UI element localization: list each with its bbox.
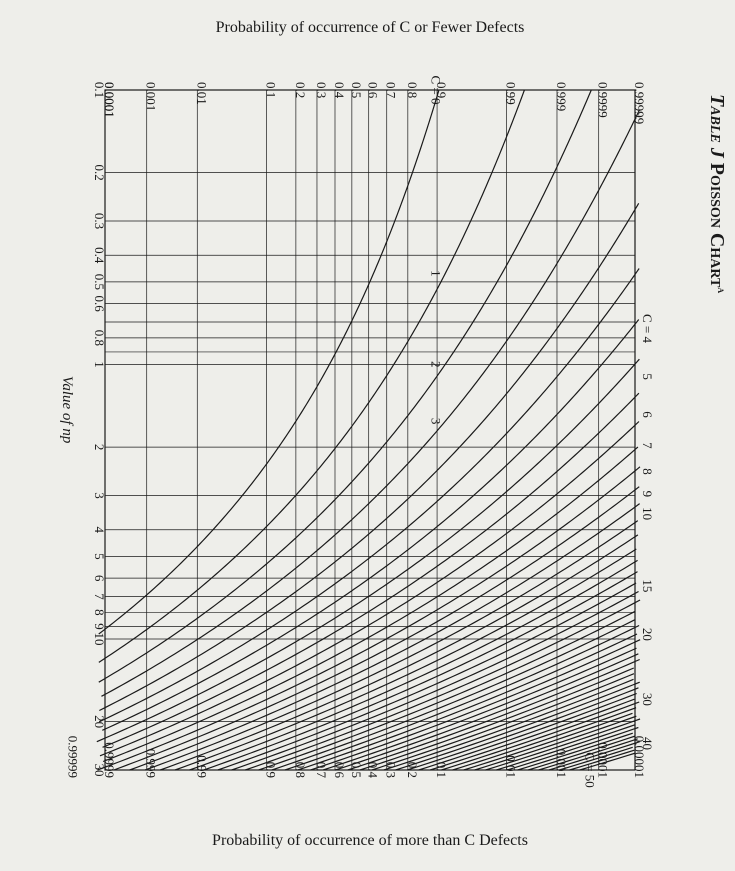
curve-label: 7	[640, 442, 655, 449]
p-left-axis-label: Probability of occurrence of C or Fewer …	[216, 19, 525, 36]
p-left-tick-label: 0.9999	[596, 82, 611, 118]
p-left-tick-label: 0.99999	[632, 82, 647, 124]
x-tick-label: 7	[92, 593, 107, 600]
curve-label: C = 4	[640, 314, 655, 344]
p-left-tick-label: 0.0001	[102, 82, 117, 118]
curve-label: 1	[428, 270, 443, 277]
x-tick-label: 6	[92, 575, 107, 582]
curve-label: 5	[640, 373, 655, 380]
p-left-tick-label: 0.6	[366, 82, 381, 99]
x-tick-label: 0.8	[92, 330, 107, 346]
x-tick-label: 2	[92, 444, 107, 451]
x-tick-label: 8	[92, 609, 107, 616]
curve-label: 30	[640, 693, 655, 706]
curve-label: 15	[640, 579, 655, 592]
p-left-tick-label: 0.1	[264, 82, 279, 98]
x-tick-label: 10	[92, 633, 107, 646]
p-left-tick-label: 0.4	[332, 82, 347, 99]
curve-label: 40	[640, 737, 655, 750]
p-right-axis-label: Probability of occurrence of more than C…	[212, 832, 528, 849]
curve-label: 8	[640, 468, 655, 475]
x-tick-label: 0.6	[92, 295, 107, 312]
p-left-tick-label: 0.7	[384, 82, 399, 99]
x-tick-label: 4	[92, 527, 107, 534]
curve-label: 20	[640, 628, 655, 641]
p-left-tick-label: 0.01	[194, 82, 209, 105]
p-left-tick-label: 0.001	[144, 82, 159, 111]
curve-label: 9	[640, 491, 655, 498]
x-tick-label: 5	[92, 553, 107, 560]
x-tick-label: 0.2	[92, 165, 107, 181]
chart-title: Table J Poisson Charta	[706, 94, 729, 293]
p-left-tick-label: 0.999	[554, 82, 569, 111]
p-right-tick-label: 0.9999	[102, 742, 117, 778]
x-axis-label: Value of np	[59, 376, 75, 444]
p-left-tick-label: 0.2	[293, 82, 308, 98]
p-left-tick-label: 0.3	[314, 82, 329, 98]
x-tick-label: 0.3	[92, 213, 107, 229]
p-left-tick-label: 0.99	[503, 82, 518, 105]
curve-label: C = 0	[428, 75, 443, 104]
curve-label: 3	[428, 418, 443, 425]
curve-label: 10	[640, 507, 655, 520]
p-left-tick-label: 0.5	[349, 82, 364, 98]
p-left-tick-label: 0.8	[405, 82, 420, 98]
x-tick-label: 0.4	[92, 247, 107, 264]
p-right-tick-label: 0.99999	[66, 736, 81, 778]
x-tick-label: 3	[92, 492, 107, 499]
x-tick-label: 1	[92, 361, 107, 368]
curve-label: 6	[640, 411, 655, 418]
x-tick-label: 0.5	[92, 274, 107, 290]
curve-label: 2	[428, 361, 443, 368]
curve-label: C = 50	[583, 752, 598, 788]
